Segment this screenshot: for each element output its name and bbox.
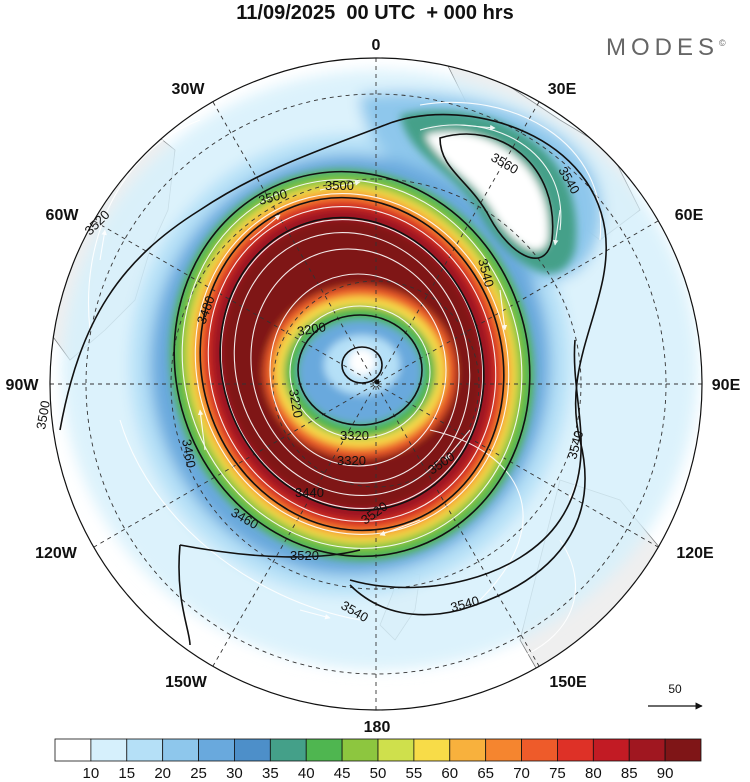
contour-line xyxy=(178,544,191,646)
contour-label: 3320 xyxy=(337,453,366,468)
colorbar: 10 15 20 25 30 35 40 45 50 55 60 65 70 75 80 85 90 xyxy=(54,738,702,782)
colorbar-swatch xyxy=(449,738,487,762)
map-border xyxy=(49,57,703,711)
colorbar-swatch xyxy=(485,738,522,762)
colorbar-swatch xyxy=(90,738,128,762)
contour-label: 3500 xyxy=(325,178,354,193)
lon-label-60w: 60W xyxy=(46,207,80,224)
colorbar-swatch xyxy=(54,738,92,762)
contour-label: 3540 xyxy=(564,429,586,461)
colorbar-swatch xyxy=(664,738,702,762)
colorbar-tick-label: 30 xyxy=(226,765,243,782)
contour-line xyxy=(59,124,386,431)
contour-line xyxy=(297,314,423,426)
colorbar-swatch xyxy=(341,738,379,762)
colorbar-swatch xyxy=(628,738,666,762)
colorbar-tick-label: 60 xyxy=(441,765,458,782)
colorbar-swatch xyxy=(126,738,164,762)
colorbar-swatch xyxy=(198,738,235,762)
longitude-labels: 0 30E 60E 90E 120E 150E 180 150W 120W 90… xyxy=(6,37,741,736)
lon-label-120e: 120E xyxy=(676,545,714,562)
lon-label-180: 180 xyxy=(364,719,391,736)
wind-speed-shading xyxy=(62,70,698,670)
contour-label: 3460 xyxy=(179,438,199,469)
lon-label-30e: 30E xyxy=(548,81,577,98)
contour-line xyxy=(173,170,531,558)
colorbar-tick-label: 35 xyxy=(262,765,279,782)
contour-label: 3500 xyxy=(257,186,289,208)
modes-logo: MODES© xyxy=(606,34,726,62)
colorbar-swatch xyxy=(269,738,307,762)
contour-label: 3320 xyxy=(340,428,369,443)
contour-label: 3200 xyxy=(296,319,327,339)
reference-vector-label: 50 xyxy=(668,682,682,696)
colorbar-tick-label: 40 xyxy=(298,765,315,782)
colorbar-tick-label: 80 xyxy=(585,765,602,782)
copyright-mark: © xyxy=(719,38,726,48)
lon-label-0: 0 xyxy=(372,37,381,54)
contour-label: 3220 xyxy=(286,388,306,419)
colorbar-swatch xyxy=(521,738,558,762)
colorbar-tick-label: 45 xyxy=(334,765,351,782)
lon-label-150e: 150E xyxy=(549,674,587,691)
contour-label: 3540 xyxy=(475,257,497,289)
lon-label-150w: 150W xyxy=(165,674,208,691)
graticule xyxy=(50,58,702,710)
lon-label-90w: 90W xyxy=(6,377,40,394)
lon-label-30w: 30W xyxy=(172,81,206,98)
colorbar-tick-label: 20 xyxy=(154,765,171,782)
colorbar-tick-label: 15 xyxy=(118,765,135,782)
colorbar-swatch xyxy=(234,738,271,762)
contour-label: 3440 xyxy=(295,485,324,500)
brand-text: MODES xyxy=(606,34,720,61)
colorbar-tick-label: 50 xyxy=(370,765,387,782)
colorbar-tick-label: 75 xyxy=(549,765,566,782)
contour-line xyxy=(349,113,607,616)
colorbar-swatch xyxy=(305,738,343,762)
colorbar-tick-label: 90 xyxy=(657,765,674,782)
lon-label-120w: 120W xyxy=(35,545,78,562)
colorbar-tick-label: 10 xyxy=(83,765,100,782)
colorbar-swatch xyxy=(557,738,594,762)
height-contours xyxy=(59,113,607,646)
contour-line xyxy=(179,544,361,558)
contour-line xyxy=(349,339,582,589)
pole-marker xyxy=(374,379,380,385)
colorbar-tick-label: 55 xyxy=(406,765,423,782)
colorbar-swatch xyxy=(413,738,451,762)
contour-label: 3520 xyxy=(290,548,319,563)
colorbar-swatch xyxy=(592,738,630,762)
contour-line xyxy=(199,196,505,532)
contour-line xyxy=(439,133,554,259)
colorbar-tick-label: 85 xyxy=(621,765,638,782)
contour-label: 3540 xyxy=(449,593,481,615)
map-body xyxy=(50,58,702,710)
map-title: 11/09/2025 00 UTC + 000 hrs xyxy=(236,2,514,24)
contour-label: 3500 xyxy=(33,399,53,430)
colorbar-tick-label: 25 xyxy=(190,765,207,782)
colorbar-swatch xyxy=(162,738,199,762)
colorbar-tick-label: 70 xyxy=(513,765,530,782)
contour-line xyxy=(219,216,485,512)
contour-line xyxy=(341,346,383,384)
lon-label-90e: 90E xyxy=(712,377,741,394)
colorbar-swatch xyxy=(377,738,415,762)
colorbar-tick-label: 65 xyxy=(477,765,494,782)
lon-label-60e: 60E xyxy=(675,207,704,224)
reference-vector: 50 xyxy=(648,682,703,710)
wind-streamlines xyxy=(87,101,602,671)
